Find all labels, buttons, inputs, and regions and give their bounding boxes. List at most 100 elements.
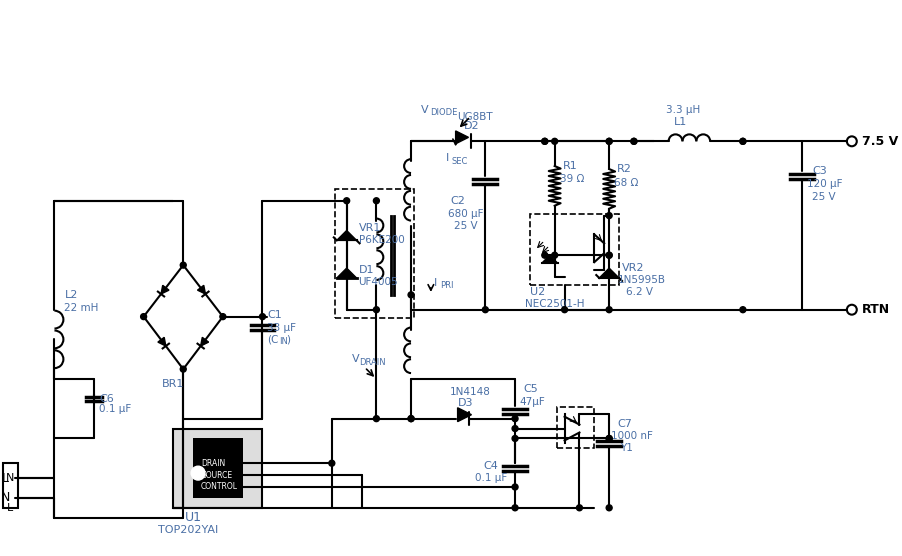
Text: Y1: Y1 [620, 443, 632, 453]
Text: DIODE: DIODE [429, 108, 456, 117]
Text: P6KE200: P6KE200 [358, 235, 404, 245]
Text: N: N [5, 473, 14, 483]
Text: DRAIN: DRAIN [359, 358, 386, 367]
Bar [335, 189, 414, 317]
Circle shape [551, 252, 557, 258]
Text: 1N4148: 1N4148 [449, 387, 490, 397]
Circle shape [408, 292, 414, 298]
Circle shape [739, 307, 745, 312]
Text: C5: C5 [522, 384, 537, 394]
Circle shape [180, 262, 186, 268]
Polygon shape [457, 408, 471, 421]
Circle shape [575, 505, 582, 511]
Text: 39 Ω: 39 Ω [559, 174, 584, 184]
Text: V: V [420, 105, 428, 115]
Polygon shape [198, 285, 206, 294]
Circle shape [328, 460, 335, 466]
Text: C2: C2 [450, 196, 465, 206]
Circle shape [605, 505, 612, 511]
Circle shape [511, 435, 518, 441]
Circle shape [630, 138, 636, 145]
Text: ): ) [286, 334, 290, 344]
Text: N: N [0, 492, 10, 504]
Circle shape [180, 366, 186, 372]
Text: L: L [2, 471, 8, 485]
Bar [556, 407, 594, 448]
Circle shape [739, 138, 745, 145]
Text: I: I [446, 153, 448, 163]
Circle shape [630, 138, 636, 145]
Text: 68 Ω: 68 Ω [613, 178, 638, 188]
Text: 3.3 μH: 3.3 μH [665, 105, 699, 115]
Polygon shape [161, 285, 169, 294]
Text: TOP202YAI: TOP202YAI [158, 524, 218, 534]
Text: C7: C7 [616, 419, 631, 429]
Circle shape [605, 252, 612, 258]
Circle shape [344, 198, 349, 203]
Circle shape [605, 307, 612, 312]
Text: DRAIN: DRAIN [201, 459, 226, 468]
Text: SEC: SEC [451, 157, 467, 166]
Text: I: I [433, 278, 437, 288]
Text: UG8BT: UG8BT [457, 112, 492, 122]
Text: C6: C6 [99, 394, 114, 404]
Text: R1: R1 [562, 161, 576, 171]
Text: PRI: PRI [439, 281, 453, 290]
Text: NEC2501-H: NEC2501-H [524, 299, 584, 309]
Bar [193, 439, 243, 498]
Polygon shape [599, 268, 619, 278]
Circle shape [605, 212, 612, 219]
Circle shape [511, 416, 518, 421]
Circle shape [739, 138, 745, 145]
Circle shape [605, 435, 612, 441]
Circle shape [511, 505, 518, 511]
Text: L2: L2 [64, 290, 78, 300]
Circle shape [408, 416, 414, 421]
Circle shape [605, 138, 612, 145]
Text: VR1: VR1 [358, 224, 381, 234]
Text: R2: R2 [616, 164, 631, 174]
Text: V: V [351, 354, 359, 364]
Text: U2: U2 [529, 287, 545, 297]
Circle shape [220, 314, 226, 320]
Text: CONTROL: CONTROL [201, 483, 238, 492]
Text: C1: C1 [267, 310, 281, 320]
Circle shape [408, 416, 414, 421]
Circle shape [373, 198, 379, 203]
Text: 7.5 V: 7.5 V [861, 135, 897, 148]
Circle shape [373, 416, 379, 421]
Circle shape [605, 138, 612, 145]
Text: 47μF: 47μF [519, 397, 544, 407]
Text: IN: IN [279, 337, 288, 346]
Circle shape [511, 425, 518, 431]
Text: 25 V: 25 V [811, 192, 835, 202]
Circle shape [541, 138, 548, 145]
Bar [3, 463, 18, 508]
Text: 1000 nF: 1000 nF [611, 431, 652, 441]
Circle shape [561, 307, 567, 312]
Text: RTN: RTN [861, 303, 888, 316]
Text: D1: D1 [358, 265, 373, 275]
Polygon shape [336, 268, 356, 278]
Text: C4: C4 [483, 461, 498, 471]
Circle shape [551, 138, 557, 145]
Circle shape [259, 314, 265, 320]
Text: 120 μF: 120 μF [806, 179, 842, 189]
Text: D3: D3 [457, 398, 473, 408]
Text: 680 μF: 680 μF [447, 208, 483, 219]
Text: VR2: VR2 [621, 263, 644, 273]
Text: 0.1 μF: 0.1 μF [475, 473, 507, 483]
Bar [173, 429, 262, 508]
Text: UF4005: UF4005 [358, 277, 398, 287]
Text: C3: C3 [811, 166, 826, 176]
Text: U1: U1 [184, 511, 201, 524]
Polygon shape [456, 131, 468, 144]
Circle shape [605, 435, 612, 441]
Text: D2: D2 [463, 121, 479, 131]
Polygon shape [158, 337, 166, 346]
Text: 33 μF: 33 μF [267, 322, 296, 332]
Circle shape [373, 307, 379, 312]
Text: (C: (C [267, 334, 279, 344]
Circle shape [482, 307, 488, 312]
Text: BR1: BR1 [162, 379, 184, 389]
